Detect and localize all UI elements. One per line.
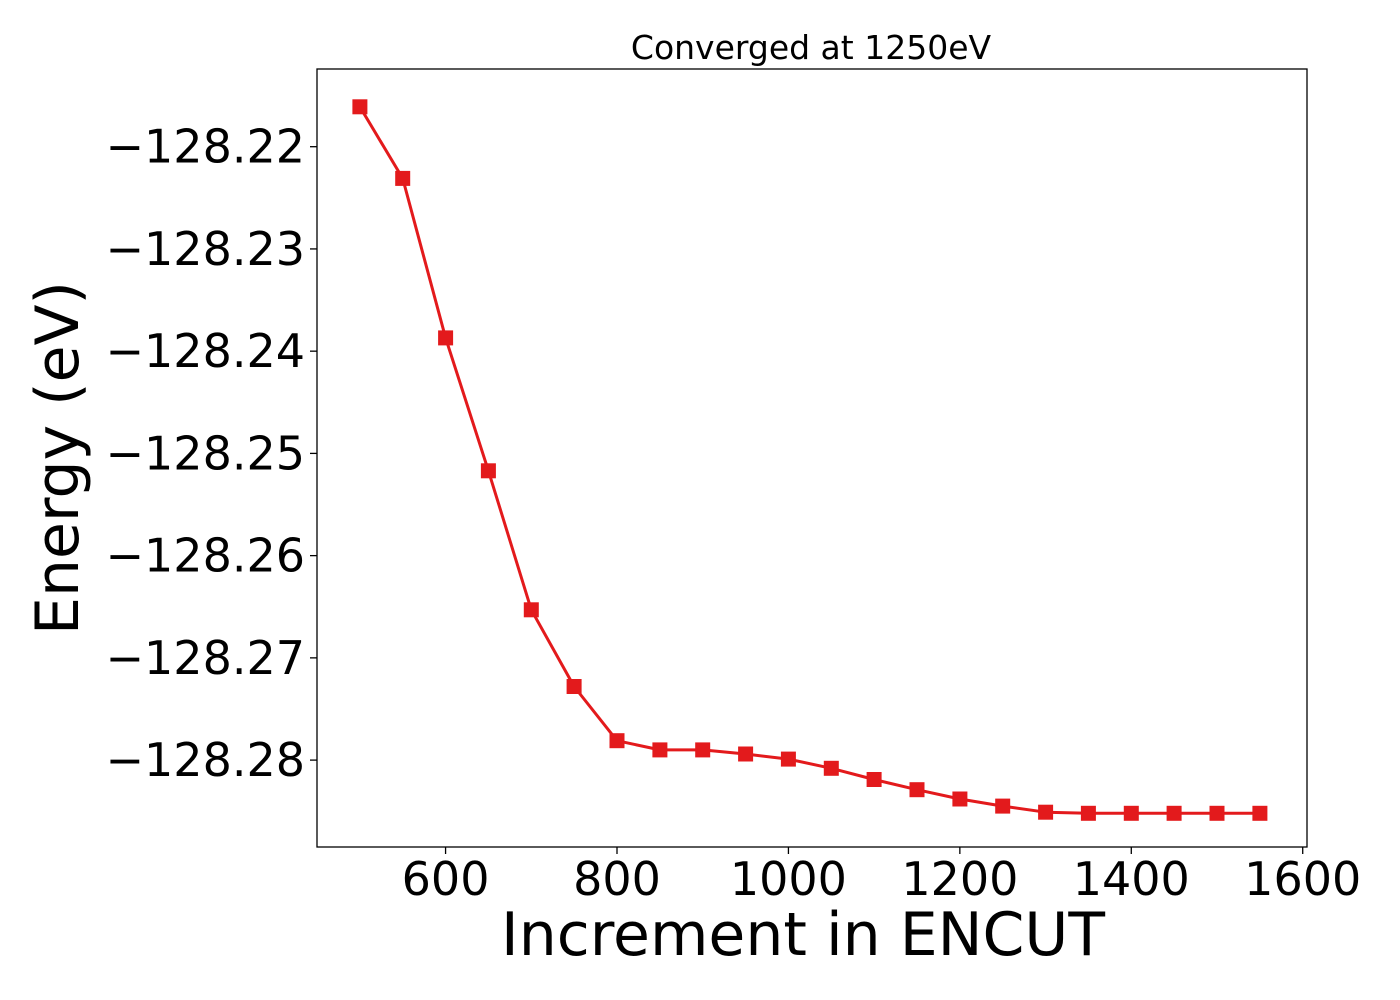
data-point xyxy=(1252,805,1268,821)
y-tick-label: −128.24 xyxy=(106,324,306,378)
y-axis-title: Energy (eV) xyxy=(23,281,93,635)
data-point xyxy=(952,791,968,807)
data-point xyxy=(1080,805,1096,821)
data-point xyxy=(695,742,711,758)
data-point xyxy=(738,746,754,762)
data-point xyxy=(866,772,882,787)
data-point xyxy=(780,751,796,767)
x-axis-title: Increment in ENCUT xyxy=(501,900,1105,970)
y-tick-label: −128.26 xyxy=(106,529,306,583)
series-line xyxy=(358,106,1260,815)
data-point xyxy=(609,733,625,749)
x-tick-label: 1000 xyxy=(730,852,847,906)
data-point xyxy=(1166,805,1182,821)
y-axis: −128.22 −128.23 −128.24 −128.25 −128.26 −128.… xyxy=(106,120,317,787)
data-point xyxy=(823,760,839,776)
data-point xyxy=(909,782,925,798)
data-point xyxy=(352,99,368,115)
data-point xyxy=(652,742,668,758)
x-tick-label: 1200 xyxy=(901,852,1018,906)
x-tick-label: 1600 xyxy=(1244,852,1361,906)
data-point xyxy=(480,463,496,479)
data-point xyxy=(1038,804,1054,820)
y-tick-label: −128.22 xyxy=(106,120,306,174)
plot-area xyxy=(352,99,1268,821)
data-point xyxy=(523,602,539,618)
data-point xyxy=(1123,805,1139,821)
x-axis: 600 800 1000 1200 1400 1600 xyxy=(402,847,1361,906)
y-tick-label: −128.23 xyxy=(106,222,306,276)
data-point xyxy=(1209,805,1225,821)
x-tick-label: 1400 xyxy=(1073,852,1190,906)
x-tick-label: 600 xyxy=(402,852,490,906)
chart-title: Converged at 1250eV xyxy=(631,28,992,67)
y-tick-label: −128.25 xyxy=(106,426,306,480)
y-tick-label: −128.27 xyxy=(106,631,306,685)
data-point xyxy=(995,798,1011,814)
plot-frame xyxy=(316,68,1308,848)
data-point xyxy=(438,330,454,346)
data-point xyxy=(395,170,411,186)
x-tick-label: 800 xyxy=(573,852,661,906)
y-tick-label: −128.28 xyxy=(106,733,306,787)
data-point xyxy=(566,679,582,694)
